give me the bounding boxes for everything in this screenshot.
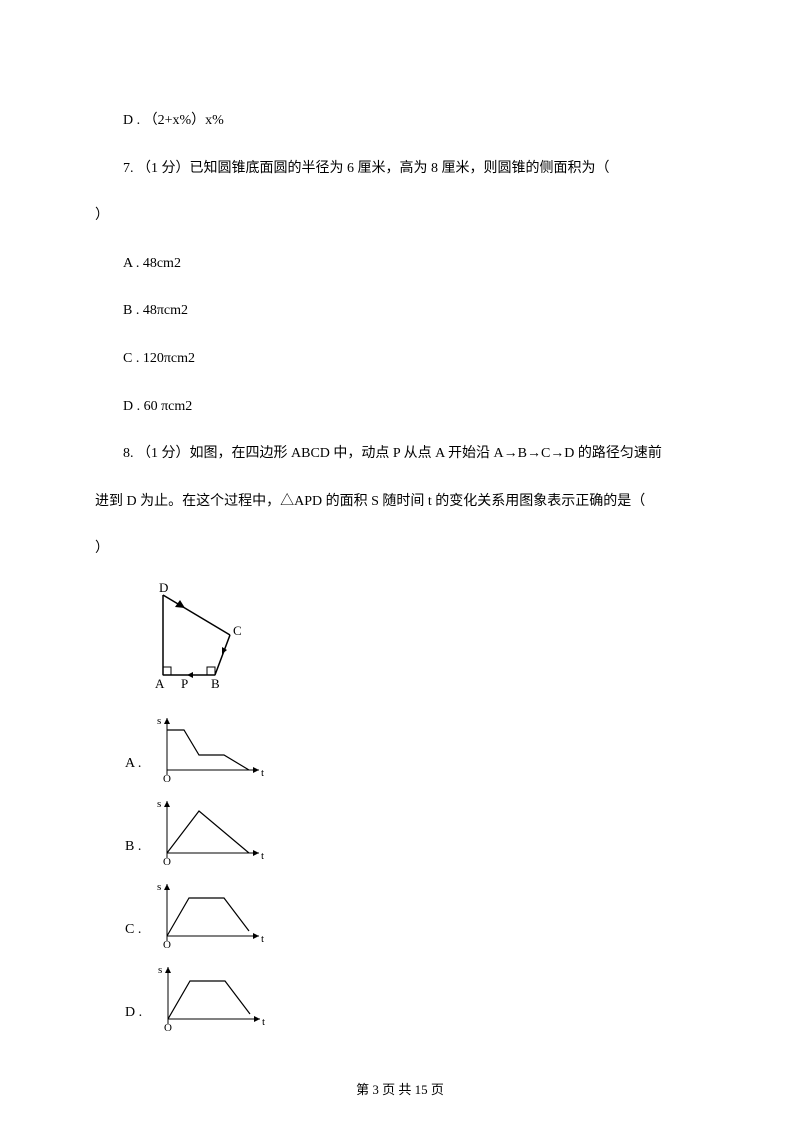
page-content: D . （2+x%）x% 7. （1 分）已知圆锥底面圆的半径为 6 厘米，高为…	[0, 0, 800, 1082]
svg-text:s: s	[157, 798, 161, 810]
q8-option-c: C . O t s	[125, 876, 705, 951]
svg-text:t: t	[262, 1016, 265, 1028]
label-a: A	[155, 676, 165, 691]
svg-text:s: s	[157, 715, 161, 727]
svg-text:O: O	[163, 856, 171, 868]
opt-d-label: D .	[125, 996, 142, 1034]
svg-text:s: s	[157, 881, 161, 893]
q6-option-d: D . （2+x%）x%	[95, 104, 705, 138]
graph-d: O t s	[150, 959, 270, 1034]
opt-c-label: C .	[125, 913, 141, 951]
q7-text-line1: 7. （1 分）已知圆锥底面圆的半径为 6 厘米，高为 8 厘米，则圆锥的侧面积…	[95, 152, 705, 186]
svg-text:t: t	[261, 933, 264, 945]
q7-option-d: D . 60 πcm2	[95, 390, 705, 424]
opt-b-label: B .	[125, 830, 141, 868]
svg-text:O: O	[164, 1022, 172, 1034]
svg-text:t: t	[261, 767, 264, 779]
page-footer: 第 3 页 共 15 页	[0, 1079, 800, 1098]
quadrilateral-diagram: A P B C D	[145, 580, 275, 700]
label-p: P	[181, 676, 188, 691]
opt-a-label: A .	[125, 747, 141, 785]
q7-option-a: A . 48cm2	[95, 247, 705, 281]
graph-a: O t s	[149, 710, 269, 785]
label-d: D	[159, 580, 168, 595]
svg-text:O: O	[163, 773, 171, 785]
q8-option-a: A . O t s	[125, 710, 705, 785]
q7-text-line2: ）	[95, 199, 705, 233]
svg-text:s: s	[158, 964, 162, 976]
q7-option-c: C . 120πcm2	[95, 342, 705, 376]
q8-text-line1: 8. （1 分）如图，在四边形 ABCD 中，动点 P 从点 A 开始沿 A→B…	[95, 437, 705, 471]
svg-text:t: t	[261, 850, 264, 862]
q8-option-b: B . O t s	[125, 793, 705, 868]
q8-text-line3: ）	[95, 532, 705, 566]
graph-c: O t s	[149, 876, 269, 951]
graph-b: O t s	[149, 793, 269, 868]
q8-option-d: D . O t s	[125, 959, 705, 1034]
q8-text-line2: 进到 D 为止。在这个过程中，△APD 的面积 S 随时间 t 的变化关系用图象…	[95, 485, 705, 519]
svg-text:O: O	[163, 939, 171, 951]
label-c: C	[233, 623, 242, 638]
label-b: B	[211, 676, 220, 691]
q8-main-diagram: A P B C D	[145, 580, 705, 700]
q7-option-b: B . 48πcm2	[95, 294, 705, 328]
